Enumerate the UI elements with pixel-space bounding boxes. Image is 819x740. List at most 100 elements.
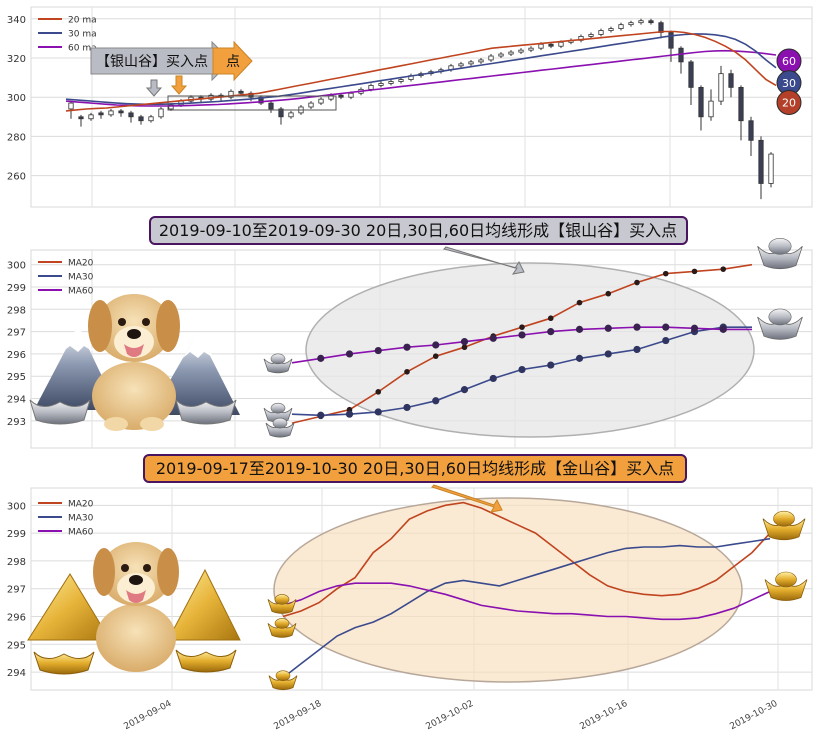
gold-pyramid-icon bbox=[27, 568, 241, 641]
candle bbox=[548, 43, 554, 47]
candle bbox=[698, 86, 704, 118]
candle bbox=[88, 114, 94, 120]
silver-ingot-icon bbox=[757, 246, 803, 270]
silver-valley-panel: 293 294 295 296 297 298 299 300 MA20 MA30 MA60 bbox=[7, 216, 813, 449]
data-point bbox=[317, 411, 325, 419]
candle bbox=[528, 47, 534, 51]
y-tick-label: 296 bbox=[7, 613, 26, 624]
silver-pointer-arrow-icon bbox=[443, 246, 525, 275]
y-tick-label: 295 bbox=[7, 372, 26, 383]
ma60-line bbox=[65, 49, 777, 107]
data-point bbox=[633, 323, 641, 331]
silver-ingot-top bbox=[768, 308, 792, 326]
data-point bbox=[690, 324, 699, 332]
gold-valley-arrow-label: 点 bbox=[226, 54, 240, 70]
price-panel: 260 280 300 320 340 20 ma 30 ma 60 ma 【银山谷】买入点… bbox=[7, 6, 813, 208]
candle bbox=[738, 86, 744, 122]
dog-icon bbox=[88, 294, 180, 431]
candle bbox=[148, 116, 154, 122]
candle bbox=[538, 43, 544, 49]
legend: 20 ma 30 ma 60 ma bbox=[38, 16, 97, 54]
data-point bbox=[547, 315, 554, 322]
candle bbox=[758, 139, 764, 184]
legend-label: 20 ma bbox=[68, 16, 97, 26]
gold-ingot-top bbox=[275, 670, 291, 681]
candle bbox=[768, 153, 774, 184]
gold-valley-banner-text: 2019-09-17至2019-10-30 20日,30日,60日均线形成【金山… bbox=[156, 459, 674, 478]
silver-valley-banner: 2019-09-10至2019-09-30 20日,30日,60日均线形成【银山… bbox=[149, 216, 688, 245]
y-tick-label: 297 bbox=[7, 585, 26, 596]
gold-ingot-top bbox=[773, 510, 795, 527]
data-point bbox=[374, 408, 382, 416]
data-point bbox=[605, 290, 612, 297]
gold-down-arrow-icon bbox=[170, 75, 188, 95]
y-tick-label: 293 bbox=[7, 417, 26, 428]
silver-ingot-top bbox=[270, 353, 286, 365]
data-point bbox=[547, 361, 555, 369]
data-point bbox=[518, 365, 526, 374]
data-point bbox=[662, 336, 670, 345]
ma-badge-label: 20 bbox=[782, 97, 796, 110]
y-tick-label: 294 bbox=[7, 668, 26, 679]
data-point bbox=[432, 397, 440, 405]
x-tick-label: 2019-09-18 bbox=[273, 699, 324, 733]
y-tick-label: 340 bbox=[7, 15, 26, 26]
data-point bbox=[691, 268, 698, 275]
silver-ingot-icon bbox=[263, 358, 293, 374]
gold-ingot-top bbox=[775, 571, 797, 588]
candle bbox=[98, 112, 104, 116]
candle bbox=[708, 100, 714, 118]
x-tick-label: 2019-10-30 bbox=[729, 699, 780, 733]
candle bbox=[458, 63, 464, 67]
candle bbox=[718, 73, 724, 102]
gold-ingot-icon bbox=[267, 623, 297, 638]
candle bbox=[688, 61, 694, 88]
candle bbox=[288, 112, 294, 118]
legend-label: MA60 bbox=[68, 528, 94, 538]
silver-ingot-top bbox=[768, 237, 792, 255]
y-tick-label: 296 bbox=[7, 350, 26, 361]
x-tick-label: 2019-10-02 bbox=[425, 699, 476, 732]
data-point bbox=[518, 331, 526, 339]
silver-ingot-markers bbox=[263, 237, 803, 438]
y-tick-label: 300 bbox=[7, 501, 26, 512]
legend-label: MA30 bbox=[68, 514, 94, 524]
candle bbox=[668, 32, 674, 49]
data-point bbox=[519, 324, 525, 330]
candle bbox=[588, 34, 594, 37]
candle bbox=[518, 49, 524, 53]
data-point bbox=[604, 324, 612, 332]
candle bbox=[138, 116, 144, 122]
silver-ingot-top bbox=[270, 402, 286, 414]
candlestick-series bbox=[68, 18, 774, 200]
gold-ingot-icon bbox=[268, 675, 298, 691]
silver-valley-arrow-label: 【银山谷】买入点 bbox=[96, 54, 208, 70]
ma30-line bbox=[282, 537, 771, 679]
candle bbox=[608, 28, 614, 31]
data-point bbox=[719, 325, 727, 333]
data-point bbox=[720, 266, 727, 272]
legend-label: MA60 bbox=[68, 287, 94, 297]
gold-ingot-markers bbox=[267, 510, 808, 691]
candle bbox=[618, 24, 624, 29]
ma-badge-label: 60 bbox=[782, 55, 796, 68]
y-tick-label: 295 bbox=[7, 640, 26, 651]
gold-valley-panel: 294 295 296 297 298 299 300 MA20 MA30 MA60 2019-… bbox=[7, 454, 813, 733]
candle bbox=[498, 53, 504, 57]
y-tick-label: 280 bbox=[7, 132, 26, 143]
candle bbox=[308, 102, 314, 108]
candle bbox=[78, 116, 84, 120]
data-point bbox=[662, 270, 669, 277]
legend-label: MA20 bbox=[68, 259, 94, 269]
gold-valley-arrow: 点 bbox=[212, 40, 253, 82]
candle bbox=[398, 79, 404, 82]
silver-ingot-icon bbox=[265, 422, 295, 438]
legend-label: MA30 bbox=[68, 273, 94, 283]
candle bbox=[118, 110, 124, 114]
candle bbox=[378, 83, 384, 86]
silver-ingot-icon bbox=[29, 399, 237, 425]
data-point bbox=[403, 343, 411, 351]
candle bbox=[68, 102, 74, 110]
candle bbox=[638, 20, 644, 24]
